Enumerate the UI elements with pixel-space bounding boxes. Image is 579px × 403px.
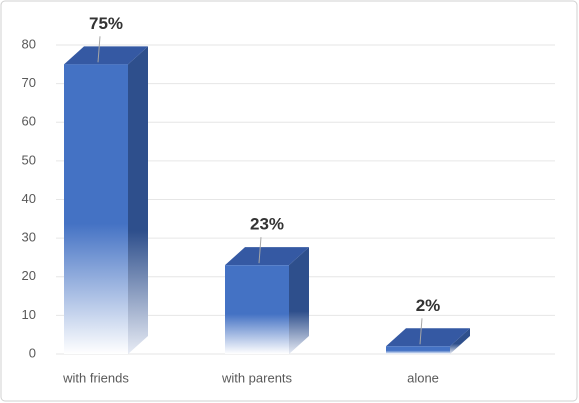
value-label: 23% <box>250 215 284 234</box>
leader-line <box>97 36 101 63</box>
y-tick-label: 60 <box>22 114 36 129</box>
x-tick-label: with parents <box>221 370 293 385</box>
x-tick-label: alone <box>407 370 439 385</box>
y-tick-label: 80 <box>22 36 36 51</box>
y-tick-label: 40 <box>22 191 36 206</box>
bar-side <box>128 46 148 354</box>
bar <box>225 265 289 354</box>
y-tick-label: 0 <box>29 345 36 360</box>
bar <box>386 346 450 354</box>
bar-top <box>386 328 470 347</box>
value-label: 2% <box>416 296 441 315</box>
bar-top <box>64 46 148 65</box>
x-tick-label: with friends <box>62 370 129 385</box>
bar-top <box>225 247 309 266</box>
bar-side <box>289 247 309 354</box>
leader-line <box>419 318 423 345</box>
y-tick-label: 70 <box>22 75 36 90</box>
leader-line <box>258 237 262 264</box>
bar-side <box>450 328 470 354</box>
bar <box>64 64 128 354</box>
value-label: 75% <box>89 14 123 33</box>
y-tick-label: 50 <box>22 152 36 167</box>
y-tick-label: 20 <box>22 268 36 283</box>
y-tick-label: 10 <box>22 307 36 322</box>
y-tick-label: 30 <box>22 230 36 245</box>
